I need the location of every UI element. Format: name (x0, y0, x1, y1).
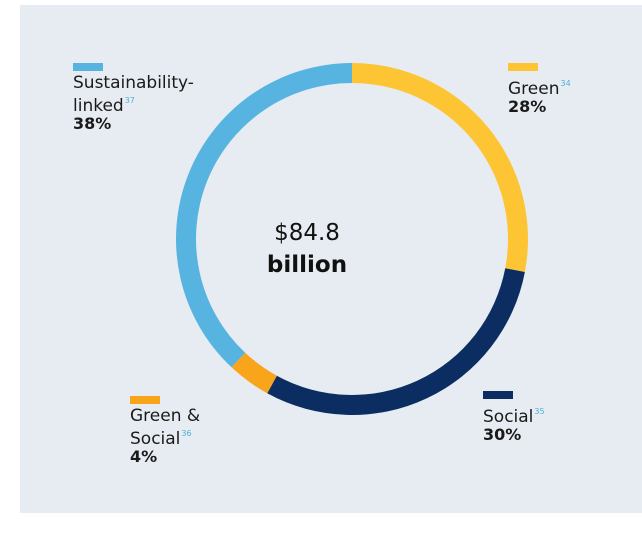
legend-label-social: Social35 (483, 407, 545, 427)
donut-chart (176, 63, 528, 416)
center-amount: $84.8 (274, 220, 340, 246)
legend-social: Social35 30% (483, 391, 545, 444)
footnote-ref-37: 37 (124, 96, 135, 105)
donut-slice-sustainability-linked (176, 63, 352, 368)
legend-swatch-sustainability-linked (73, 63, 103, 71)
donut-center-label: $84.8 billion (227, 217, 387, 281)
legend-green-and-social: Green & Social36 4% (130, 396, 200, 466)
legend-label-sustainability-linked-line1: Sustainability- (73, 73, 194, 93)
legend-label-green: Green34 (508, 79, 571, 99)
legend-percent-social: 30% (483, 425, 522, 444)
legend-label-sustainability-linked-line2: linked37 (73, 96, 135, 116)
legend-label-green-and-social-line1: Green & (130, 406, 201, 426)
footnote-ref-35: 35 (534, 407, 545, 416)
footnote-ref-36: 36 (181, 429, 192, 438)
center-unit: billion (266, 252, 348, 278)
legend-percent-green: 28% (508, 97, 547, 116)
legend-swatch-green-and-social (130, 396, 160, 404)
chart-panel: $84.8 billion Sustainability- linked37 3… (20, 5, 642, 513)
legend-percent-green-and-social: 4% (130, 447, 158, 466)
donut-slice-social (267, 268, 525, 416)
legend-green: Green34 28% (508, 63, 571, 116)
donut-slice-green-and-social (231, 352, 277, 394)
donut-slice-green (352, 63, 528, 272)
footnote-ref-34: 34 (560, 79, 571, 88)
legend-sustainability-linked: Sustainability- linked37 38% (73, 63, 194, 133)
legend-label-green-and-social-line2: Social36 (130, 429, 192, 449)
legend-percent-sustainability-linked: 38% (73, 114, 112, 133)
legend-swatch-social (483, 391, 513, 399)
legend-swatch-green (508, 63, 538, 71)
